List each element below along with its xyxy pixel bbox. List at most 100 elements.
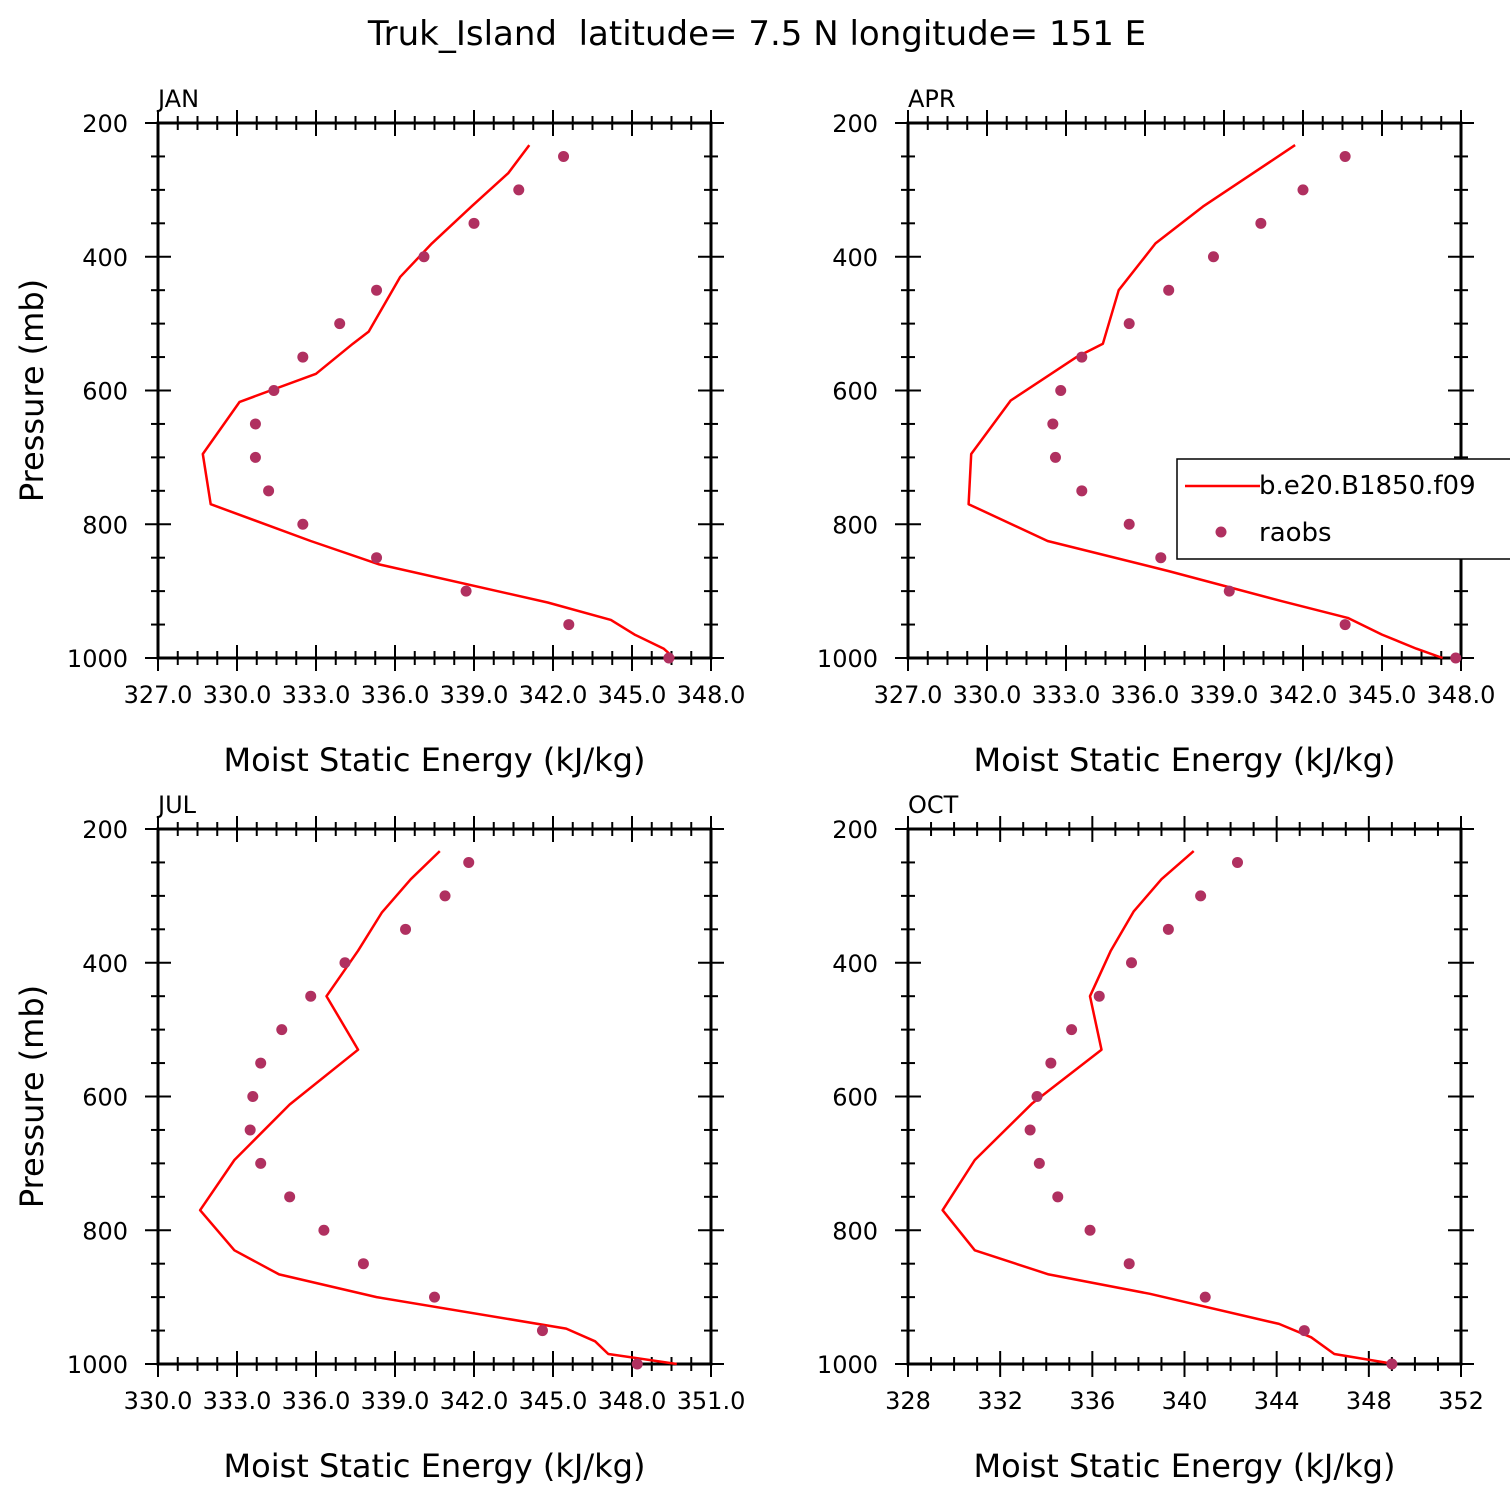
panel-label: APR [908,85,956,113]
x-tick-label: 352 [1438,1387,1484,1415]
x-tick-label: 351.0 [677,1387,746,1415]
raobs-point [1339,619,1351,631]
x-tick-label: 336 [1069,1387,1115,1415]
raobs-point [1033,1157,1045,1169]
raobs-point [305,990,317,1002]
x-tick-label: 339.0 [440,681,509,709]
y-tick-label: 400 [82,950,128,978]
panel-label: JUL [156,791,197,819]
y-axis-label: Pressure (mb) [13,279,51,502]
x-tick-label: 348.0 [598,1387,667,1415]
raobs-point [357,1258,369,1270]
raobs-point [1163,284,1175,296]
x-tick-label: 330.0 [124,1387,193,1415]
raobs-point [1223,585,1235,597]
raobs-point [339,957,351,969]
x-tick-label: 345.0 [598,681,667,709]
raobs-point [1195,890,1207,902]
raobs-point [1207,251,1219,263]
raobs-point [1049,451,1061,463]
chart-panel-jan: 327.0 330.0 333.0 336.0 339.0 342.0 345.0 348.0… [13,85,745,779]
raobs-point [247,1091,259,1102]
raobs-point [1045,1057,1057,1069]
raobs-point [1450,652,1462,664]
raobs-point [249,418,261,430]
y-tick-label: 200 [82,110,128,138]
raobs-point [255,1057,267,1069]
raobs-point [1047,418,1059,430]
raobs-point [1093,990,1105,1002]
x-tick-label: 348.0 [1427,681,1496,709]
x-axis-label: Moist Static Energy (kJ/kg) [974,741,1396,779]
x-tick-label: 345.0 [1348,681,1417,709]
x-tick-label: 342.0 [440,1387,509,1415]
x-axis-label: Moist Static Energy (kJ/kg) [974,1447,1396,1485]
panel-label: OCT [908,791,959,819]
raobs-point [1386,1358,1398,1370]
x-tick-label: 327.0 [874,681,943,709]
x-tick-label: 339.0 [1190,681,1259,709]
raobs-point [1255,217,1267,229]
raobs-point [244,1124,256,1136]
y-tick-label: 200 [832,816,878,844]
raobs-point [255,1157,267,1169]
chart-panel-apr: 327.0 330.0 333.0 336.0 339.0 342.0 345.0 348.0… [817,85,1495,779]
figure-title: Truk_Island latitude= 7.5 N longitude= 1… [367,14,1146,54]
x-tick-label: 336.0 [1111,681,1180,709]
x-axis-label: Moist Static Energy (kJ/kg) [224,1447,646,1485]
y-tick-label: 600 [832,1084,878,1112]
legend: b.e20.B1850.f09 raobs [1176,458,1510,560]
raobs-point [663,652,675,664]
y-tick-label: 1000 [817,645,878,673]
y-tick-label: 600 [82,1084,128,1112]
y-tick-label: 1000 [67,645,128,673]
raobs-point [400,923,412,935]
raobs-point [1076,351,1088,363]
raobs-point [1123,1258,1135,1270]
raobs-point [334,318,346,330]
raobs-point [1031,1091,1043,1102]
x-tick-label: 345.0 [519,1387,588,1415]
x-tick-label: 330.0 [953,681,1022,709]
x-tick-label: 339.0 [361,1387,430,1415]
raobs-point [1231,856,1243,868]
raobs-point [318,1224,330,1236]
chart-panel-jul: 330.0 333.0 336.0 339.0 342.0 345.0 348.0 351.0… [13,791,745,1485]
x-axis-label: Moist Static Energy (kJ/kg) [224,741,646,779]
x-tick-label: 344 [1254,1387,1300,1415]
raobs-point [249,451,261,463]
x-tick-label: 340 [1162,1387,1208,1415]
raobs-point [463,856,475,868]
raobs-point [1126,957,1138,969]
y-tick-label: 1000 [67,1351,128,1379]
panels: 327.0 330.0 333.0 336.0 339.0 342.0 345.0 348.0… [13,85,1495,1485]
x-tick-label: 332 [977,1387,1023,1415]
raobs-point [1024,1124,1036,1136]
x-tick-label: 333.0 [282,681,351,709]
raobs-point [1162,923,1174,935]
y-tick-label: 600 [82,378,128,406]
raobs-point [1155,552,1167,564]
y-tick-label: 800 [82,511,128,539]
raobs-point [1052,1191,1064,1203]
x-tick-label: 333.0 [203,1387,272,1415]
raobs-point [439,890,451,902]
raobs-point [1298,1325,1310,1337]
chart-panel-oct: 328 332 336 340 344 348 352 200 400 600 800 1000 OCT… [817,791,1484,1485]
raobs-point [418,251,430,263]
model-line-series [201,144,675,659]
y-tick-label: 800 [832,511,878,539]
raobs-point [429,1291,440,1303]
raobs-point [276,1024,288,1036]
plot-frame [906,827,1463,1366]
raobs-point [268,385,280,396]
y-axis-label: Pressure (mb) [13,985,51,1208]
raobs-point [1339,150,1351,162]
raobs-point [563,619,575,631]
model-line-series [941,850,1395,1366]
model-line-series [198,850,677,1366]
legend-model-label: b.e20.B1850.f09 [1259,471,1476,501]
raobs-point [1084,1224,1096,1236]
x-tick-label: 328 [885,1387,931,1415]
raobs-point [1123,318,1135,330]
